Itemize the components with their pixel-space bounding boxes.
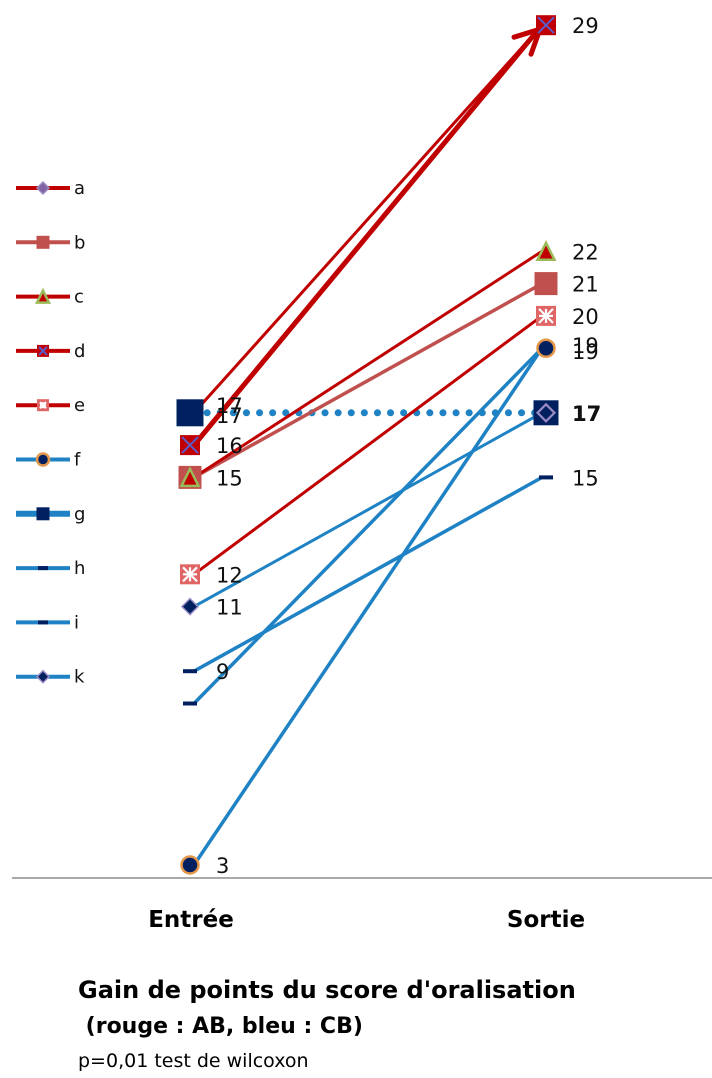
data-label: 20 xyxy=(572,305,599,329)
marker-k-entre xyxy=(180,597,200,616)
data-label: 17 xyxy=(572,402,601,426)
legend-label: k xyxy=(74,667,85,688)
chart-subtitle: (rouge : AB, bleu : CB) xyxy=(78,1014,363,1039)
data-label: 29 xyxy=(572,14,599,38)
data-label: 3 xyxy=(216,854,229,878)
marker-i-entre xyxy=(183,701,197,706)
legend-label: d xyxy=(74,341,85,362)
data-label: 17 xyxy=(216,404,243,428)
marker-h-sortie xyxy=(539,475,553,480)
series-line-e xyxy=(192,314,544,576)
legend-swatch-marker xyxy=(37,399,49,412)
legend-label: h xyxy=(74,558,85,579)
data-label: 16 xyxy=(216,434,243,458)
series-line-k xyxy=(192,411,544,609)
marker-h-entre xyxy=(183,669,197,674)
marker-k-sortie xyxy=(536,403,556,422)
series-line-c xyxy=(192,249,544,479)
legend-label: i xyxy=(74,612,79,633)
legend-swatch-marker xyxy=(34,287,52,304)
legend-item-i: i xyxy=(16,612,79,633)
series-line-a xyxy=(192,23,544,415)
marker-g-entre xyxy=(176,399,204,427)
data-label: 12 xyxy=(216,563,243,587)
category-label-1: Sortie xyxy=(507,907,585,933)
category-label-0: Entrée xyxy=(148,907,234,933)
data-label: 15 xyxy=(216,466,243,490)
series-line-i xyxy=(192,346,544,706)
marker-layer xyxy=(176,15,559,875)
marker-d-entre xyxy=(180,435,200,456)
legend-item-f: f xyxy=(16,450,81,471)
data-label: 19 xyxy=(572,340,599,364)
data-label: 17 xyxy=(216,394,243,418)
data-label: 21 xyxy=(572,273,599,297)
data-label: 15 xyxy=(572,466,599,490)
legend-swatch-marker xyxy=(38,566,48,571)
legend-swatch-marker xyxy=(37,344,49,357)
marker-f-entre xyxy=(180,855,200,875)
marker-d-sortie xyxy=(536,15,556,36)
marker-c-entre xyxy=(179,466,201,488)
legend-item-k: k xyxy=(16,667,85,688)
legend-label: b xyxy=(74,232,85,253)
data-label: 22 xyxy=(572,240,599,264)
legend-item-h: h xyxy=(16,558,85,579)
legend-swatch-marker xyxy=(35,180,51,196)
marker-i-sortie xyxy=(539,346,553,351)
marker-e-sortie xyxy=(536,305,556,326)
series-line-d xyxy=(191,22,545,448)
marker-e-entre xyxy=(180,564,200,585)
legend-swatch-marker xyxy=(38,620,48,625)
data-label: 9 xyxy=(216,660,229,684)
legend-item-e: e xyxy=(16,395,85,416)
series-line-f xyxy=(192,346,544,867)
legend-item-b: b xyxy=(16,232,85,253)
data-label: 17 xyxy=(572,402,601,426)
legend-swatch-marker xyxy=(36,235,50,249)
legend: a b c d e f g h i k xyxy=(16,178,85,688)
marker-b-sortie xyxy=(534,272,558,296)
chart-title: Gain de points du score d'oralisation xyxy=(78,976,576,1004)
data-label: 19 xyxy=(572,334,599,358)
legend-swatch-marker xyxy=(35,669,51,684)
series-line-h xyxy=(192,475,544,673)
series-line-b xyxy=(192,281,544,480)
legend-item-c: c xyxy=(16,287,84,308)
legend-label: f xyxy=(74,450,81,471)
chart-note: p=0,01 test de wilcoxon xyxy=(78,1050,309,1072)
series-layer xyxy=(190,22,546,867)
legend-label: e xyxy=(74,395,85,416)
legend-label: g xyxy=(74,504,85,525)
legend-label: c xyxy=(74,287,84,308)
legend-item-d: d xyxy=(16,341,85,362)
legend-swatch-marker xyxy=(36,507,50,521)
legend-item-a: a xyxy=(16,178,85,199)
legend-item-g: g xyxy=(16,504,85,525)
legend-swatch-marker xyxy=(35,452,51,467)
marker-c-sortie xyxy=(535,240,557,262)
legend-label: a xyxy=(74,178,85,199)
category-axis: Entrée Sortie xyxy=(148,907,585,933)
data-label: 11 xyxy=(216,596,243,620)
